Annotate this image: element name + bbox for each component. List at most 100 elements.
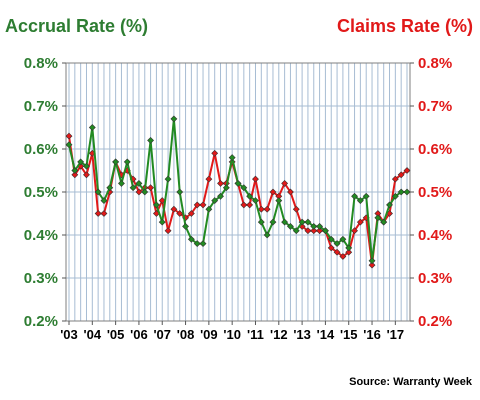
accrual-point (240, 184, 248, 192)
accrual-point (356, 197, 364, 205)
claims-point (252, 175, 259, 183)
x-tick-label: '03 (60, 327, 78, 342)
accrual-point (94, 188, 102, 196)
right-tick-label: 0.2% (418, 313, 452, 330)
accrual-point (217, 192, 224, 200)
accrual-point (222, 184, 230, 192)
x-tick-label: '04 (84, 327, 102, 342)
x-tick-label: '13 (293, 327, 311, 342)
accrual-point (281, 218, 289, 226)
right-axis-ticks: 0.2% 0.3% 0.4% 0.5% 0.6% 0.7% 0.8% (410, 55, 452, 330)
claims-point (316, 227, 324, 235)
claims-point (193, 201, 201, 209)
accrual-point (170, 115, 178, 123)
accrual-point (158, 218, 166, 226)
x-tick-label: '17 (387, 327, 405, 342)
claims-point (147, 184, 155, 192)
claims-point (310, 227, 318, 235)
x-tick-label: '08 (177, 327, 195, 342)
x-tick-label: '11 (247, 327, 264, 342)
x-tick-label: '12 (270, 327, 288, 342)
accrual-point (65, 141, 73, 149)
claims-point (257, 205, 265, 213)
accrual-point (205, 205, 213, 213)
accrual-point (252, 197, 259, 205)
accrual-point (147, 136, 155, 144)
right-axis-title: Claims Rate (%) (337, 16, 473, 36)
accrual-point (187, 235, 195, 243)
accrual-point (333, 240, 341, 248)
left-tick-label: 0.5% (24, 184, 58, 201)
accrual-point (397, 188, 405, 196)
right-tick-label: 0.3% (418, 270, 452, 287)
claims-point (269, 188, 277, 196)
right-tick-label: 0.5% (418, 184, 452, 201)
accrual-point (193, 240, 201, 248)
x-tick-label: '09 (200, 327, 218, 342)
left-axis-title: Accrual Rate (%) (5, 16, 148, 36)
claims-point (287, 188, 294, 196)
claims-point (292, 205, 300, 213)
claims-point (240, 201, 248, 209)
accrual-point (88, 124, 96, 131)
claims-point (263, 205, 271, 213)
accrual-point (391, 192, 399, 200)
claims-point (94, 210, 102, 217)
claims-point (397, 171, 405, 179)
accrual-point (310, 222, 318, 230)
left-tick-label: 0.2% (24, 313, 58, 330)
claims-point (187, 210, 195, 217)
accrual-point (386, 201, 393, 209)
accrual-point (321, 227, 329, 235)
accrual-point (77, 158, 85, 166)
claims-point (281, 179, 289, 187)
accrual-point (164, 175, 172, 183)
right-tick-label: 0.6% (418, 141, 452, 158)
left-tick-label: 0.7% (24, 98, 58, 115)
claims-point (211, 149, 219, 157)
accrual-point (345, 244, 353, 252)
accrual-point (176, 188, 184, 196)
claims-point (176, 210, 184, 217)
accrual-point (304, 218, 312, 226)
x-tick-label: '16 (363, 327, 381, 342)
accrual-point (106, 184, 114, 192)
claims-point (164, 227, 172, 235)
left-tick-label: 0.8% (24, 55, 58, 72)
claims-point (158, 197, 166, 205)
accrual-point (263, 231, 271, 239)
accrual-point (141, 188, 149, 196)
accrual-point (339, 235, 347, 243)
right-tick-label: 0.7% (418, 98, 452, 115)
claims-point (339, 253, 347, 260)
x-tick-label: '06 (130, 327, 148, 342)
claims-point (205, 175, 213, 183)
accrual-point (374, 214, 382, 222)
accrual-point (228, 154, 236, 162)
left-tick-label: 0.4% (24, 227, 58, 244)
accrual-point (380, 218, 388, 226)
claims-point (368, 261, 376, 269)
accrual-point (83, 162, 90, 170)
accrual-point (362, 192, 370, 200)
accrual-point (234, 179, 242, 187)
claims-point (65, 132, 73, 140)
claims-point (217, 179, 224, 187)
accrual-point (351, 192, 358, 200)
right-tick-label: 0.8% (418, 55, 452, 72)
claims-point (333, 248, 341, 256)
accrual-point (199, 240, 207, 248)
claims-point (170, 205, 178, 213)
claims-point (403, 167, 411, 174)
source-note: Source: Warranty Week (349, 376, 473, 388)
accrual-point (71, 167, 79, 174)
accrual-series (65, 115, 411, 265)
accrual-point (269, 218, 277, 226)
accrual-point (403, 188, 411, 196)
accrual-point (298, 218, 306, 226)
x-tick-label: '05 (107, 327, 125, 342)
claims-point (391, 175, 399, 183)
accrual-point (368, 257, 376, 265)
x-tick-label: '07 (153, 327, 171, 342)
